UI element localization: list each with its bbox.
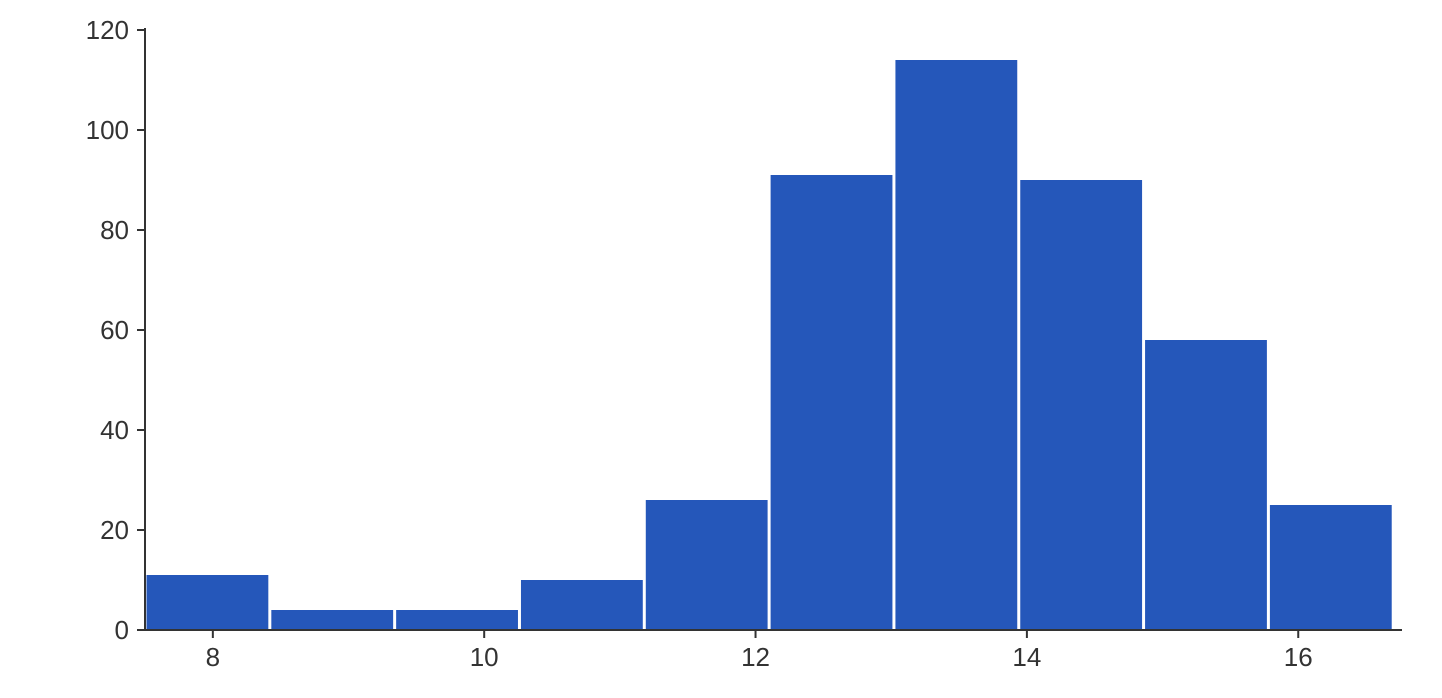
histogram-bar (271, 610, 393, 630)
chart-svg: 0 20 40 60 80 100 120 8 10 12 14 16 (0, 0, 1442, 698)
y-tick-label: 40 (100, 415, 129, 445)
histogram-bar (521, 580, 643, 630)
x-tick-label: 10 (470, 642, 499, 672)
x-tick-label: 12 (741, 642, 770, 672)
x-tick-label: 8 (206, 642, 220, 672)
histogram-bar (1270, 505, 1392, 630)
y-tick-label: 0 (115, 615, 129, 645)
histogram-bar (646, 500, 768, 630)
y-tick-label: 80 (100, 215, 129, 245)
y-tick-label: 120 (86, 15, 129, 45)
histogram-bar (1145, 340, 1267, 630)
histogram-bar (396, 610, 518, 630)
histogram-bar (1020, 180, 1142, 630)
histogram-bar (895, 60, 1017, 630)
y-tick-label: 20 (100, 515, 129, 545)
x-tick-label: 16 (1284, 642, 1313, 672)
histogram-bar (147, 575, 269, 630)
histogram-bar (771, 175, 893, 630)
y-tick-label: 100 (86, 115, 129, 145)
histogram-chart: 0 20 40 60 80 100 120 8 10 12 14 16 (0, 0, 1442, 698)
y-tick-label: 60 (100, 315, 129, 345)
x-tick-label: 14 (1012, 642, 1041, 672)
